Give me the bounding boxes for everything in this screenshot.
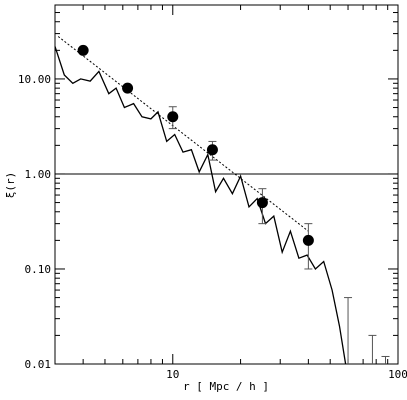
y-tick-label: 1.00 [25, 168, 52, 181]
y-tick-label: 0.10 [25, 263, 52, 276]
data-point [122, 82, 134, 94]
data-points [77, 44, 314, 246]
data-point [77, 44, 89, 56]
axis-ticks [54, 4, 399, 365]
x-axis-title: r [ Mpc / h ] [183, 380, 269, 393]
x-tick-label: 100 [388, 368, 407, 381]
x-tick-label: 10 [166, 368, 179, 381]
data-point [256, 197, 268, 209]
data-point [167, 111, 179, 123]
error-bars [168, 106, 390, 364]
data-point [206, 144, 218, 156]
series-line-dotted [57, 36, 309, 232]
y-tick-label: 10.00 [18, 73, 51, 86]
plot-frame [54, 4, 399, 365]
y-tick-label: 0.01 [25, 358, 52, 371]
data-point [302, 234, 314, 246]
series-line-solid [54, 46, 347, 365]
y-axis-title: ξ(r) [4, 172, 17, 199]
tick-labels: 10 100 0.01 0.10 1.00 10.00 [18, 73, 407, 381]
